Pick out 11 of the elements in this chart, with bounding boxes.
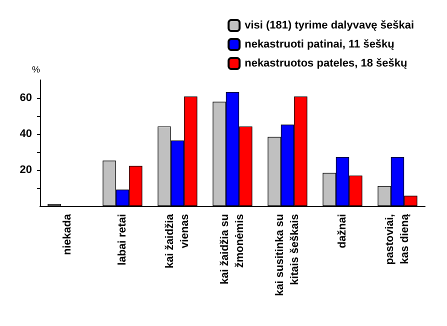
legend-label: nekastruotos pateles, 18 šeškų xyxy=(244,58,408,70)
y-axis-title: % xyxy=(32,64,40,74)
y-tick-label: 20 xyxy=(20,164,32,176)
x-tick-label: niekada xyxy=(62,213,74,255)
y-tick-label: 40 xyxy=(20,128,32,140)
x-tick-label: kai žaidžia vienas xyxy=(164,213,191,268)
legend-label: visi (181) tyrime dalyvavę šeškai xyxy=(244,20,414,32)
y-tick-label: 60 xyxy=(20,92,32,104)
x-tick-label: labai retai xyxy=(116,214,128,266)
legend-label: nekastruoti patinai, 11 šeškų xyxy=(244,38,394,50)
x-tick-label: dažnai xyxy=(336,214,348,248)
